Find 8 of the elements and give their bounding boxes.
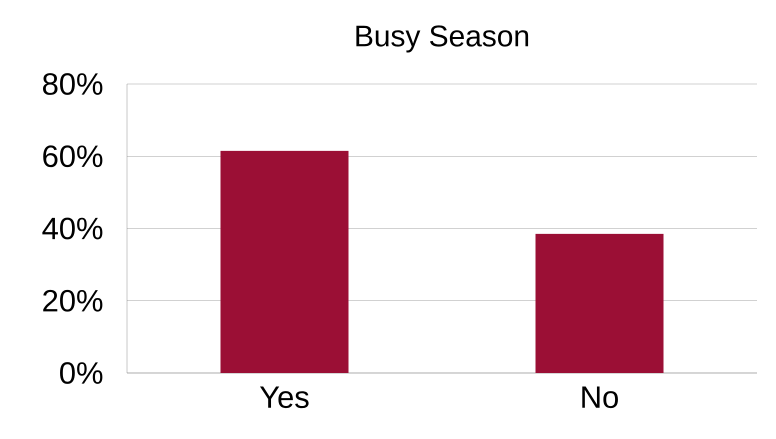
y-tick-label: 20% xyxy=(43,290,102,312)
y-tick-label: 0% xyxy=(60,362,102,384)
y-tick-label: 40% xyxy=(42,218,102,240)
x-tick-label: Yes xyxy=(260,386,309,408)
x-tick-label: No xyxy=(582,386,618,408)
chart-title: Busy Season xyxy=(356,25,528,53)
y-tick-label: 80% xyxy=(43,73,102,95)
y-tick-label: 60% xyxy=(43,145,102,168)
